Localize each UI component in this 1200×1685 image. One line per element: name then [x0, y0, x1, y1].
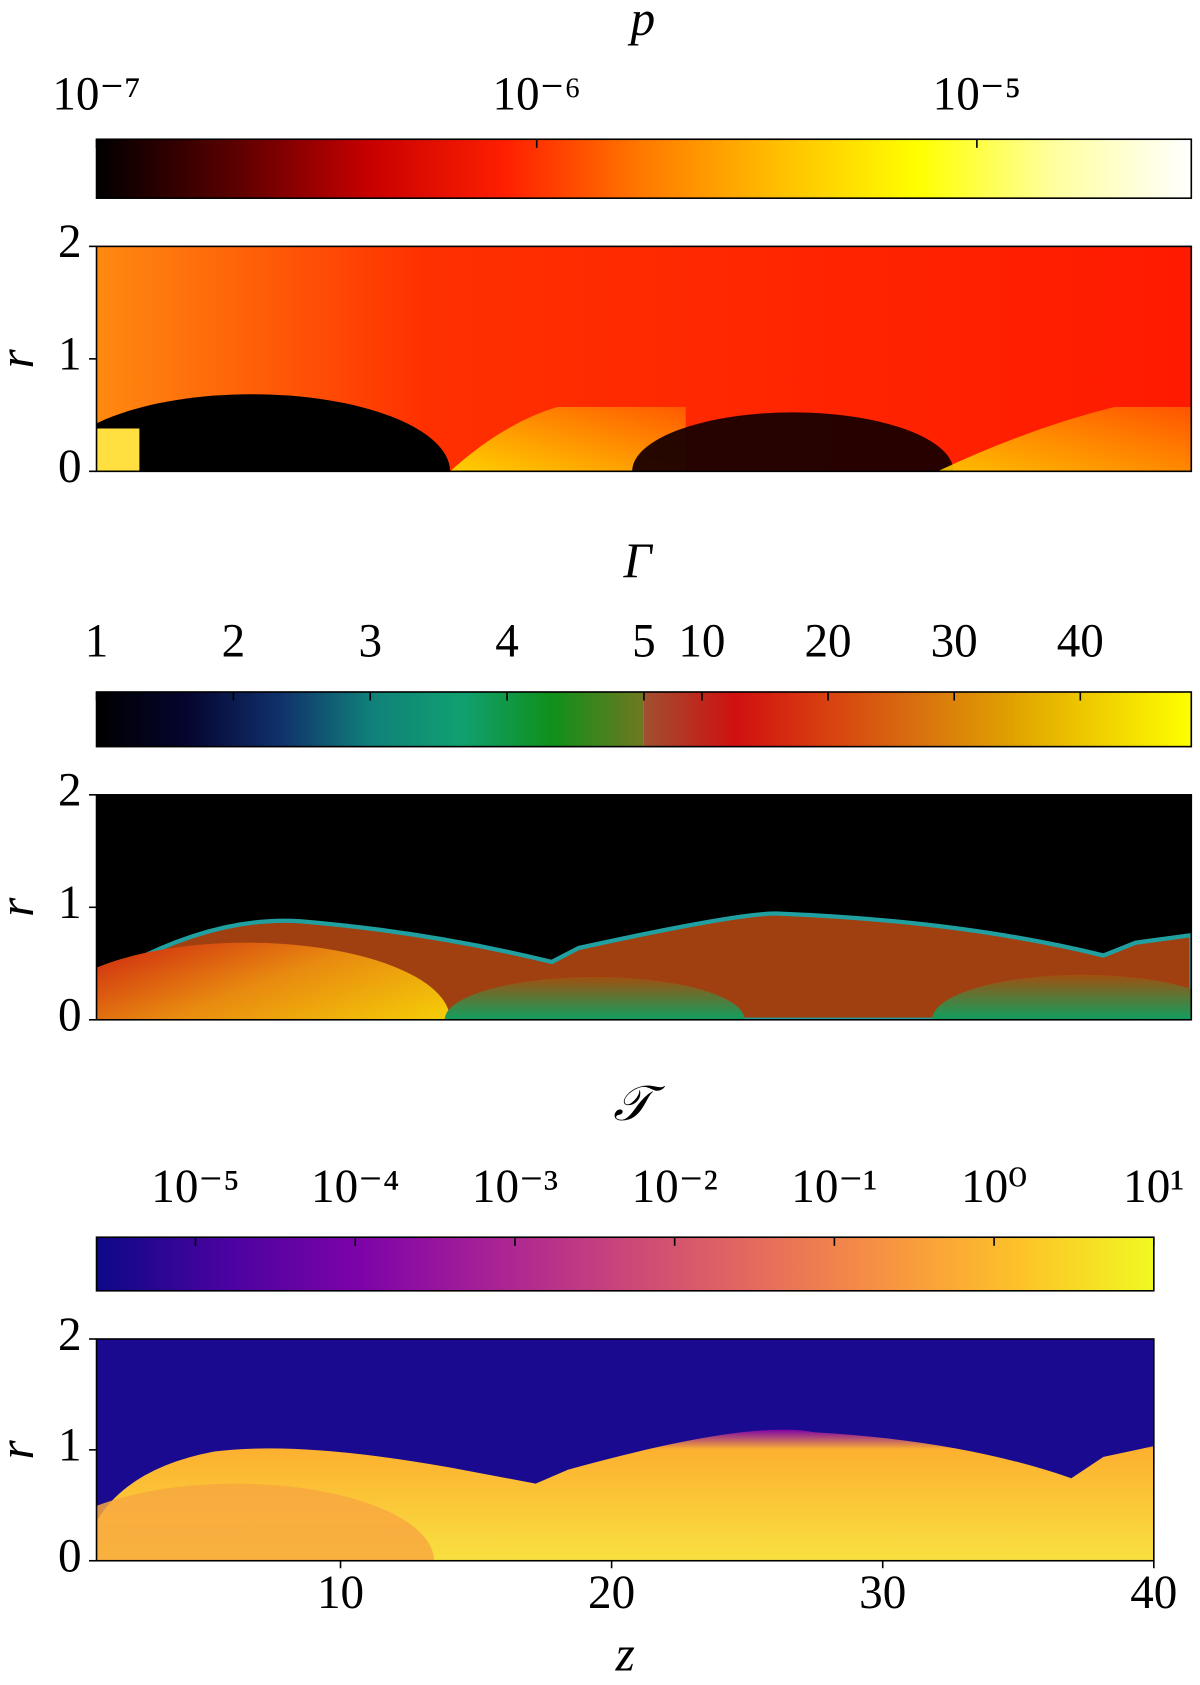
shocked-core [444, 976, 745, 1020]
colorbar-segment [643, 691, 1192, 747]
rarefaction [632, 412, 954, 472]
colorbar-tick-label: 10⁻⁷ [52, 68, 140, 120]
compression [450, 407, 686, 472]
colorbar-frame [95, 1236, 1155, 1292]
x-tick-label: 10 [317, 1567, 364, 1619]
colorbar-tick-label: 10⁻⁵ [151, 1161, 239, 1213]
colorbar-tick-label: 20 [804, 616, 851, 668]
y-tick-label: 1 [58, 1420, 82, 1472]
x-tick-label: 20 [588, 1567, 635, 1619]
colorbar-tick-label: 10⁻³ [472, 1161, 558, 1213]
colorbar-tick-label: 10⁻⁴ [311, 1161, 399, 1213]
colorbar-tick-label: 10⁻⁵ [933, 68, 1021, 120]
colorbar-tick-label: 10 [678, 616, 725, 668]
colorbar-tick-label: 10¹ [1123, 1161, 1184, 1213]
x-tick-label: 30 [859, 1567, 906, 1619]
pressure-field [96, 246, 1192, 472]
colorbar-tick-label: 10⁻² [632, 1161, 718, 1213]
shocked-core [932, 974, 1192, 1020]
y-tick-label: 1 [58, 877, 82, 929]
colorbar-tick-label: 3 [358, 616, 382, 668]
colorbar-tick-label: 10⁻¹ [791, 1161, 877, 1213]
colorbar-label: 𝒯 [613, 1076, 665, 1131]
colorbar-frame [95, 138, 1193, 199]
y-axis-label: r [0, 1439, 44, 1459]
colorbar-label: p [628, 0, 656, 46]
colorbar-segment [96, 691, 644, 747]
y-tick-label: 1 [58, 329, 82, 381]
y-tick-label: 0 [58, 990, 82, 1042]
colorbar-tick-label: 10⁻⁶ [492, 68, 580, 120]
temperature-field [96, 1339, 1154, 1561]
y-tick-label: 2 [58, 216, 82, 268]
y-tick-label: 0 [58, 441, 82, 493]
colorbar [96, 1237, 1154, 1291]
cool-core [96, 1483, 434, 1561]
lorentz-field [96, 794, 1192, 1020]
colorbar-tick-label: 1 [85, 616, 109, 668]
compression [937, 407, 1192, 472]
y-tick-label: 0 [58, 1531, 82, 1583]
colorbar-label: Γ [622, 533, 653, 588]
colorbar-tick-label: 4 [495, 616, 519, 668]
colorbar-tick-label: 30 [931, 616, 978, 668]
colorbar-tick-label: 2 [222, 616, 246, 668]
accelerated-core [96, 942, 450, 1020]
colorbar-tick-label: 5 [632, 616, 656, 668]
y-tick-label: 2 [58, 1309, 82, 1361]
colorbar [96, 139, 1192, 199]
y-axis-label: r [0, 897, 44, 917]
x-axis-label: z [615, 1627, 635, 1682]
x-tick-label: 40 [1130, 1567, 1177, 1619]
rarefaction [96, 394, 450, 472]
nozzle [96, 428, 140, 472]
colorbar-tick-label: 40 [1057, 616, 1104, 668]
y-tick-label: 2 [58, 765, 82, 817]
y-axis-label: r [0, 348, 44, 368]
colorbar-tick-label: 10⁰ [961, 1161, 1027, 1213]
